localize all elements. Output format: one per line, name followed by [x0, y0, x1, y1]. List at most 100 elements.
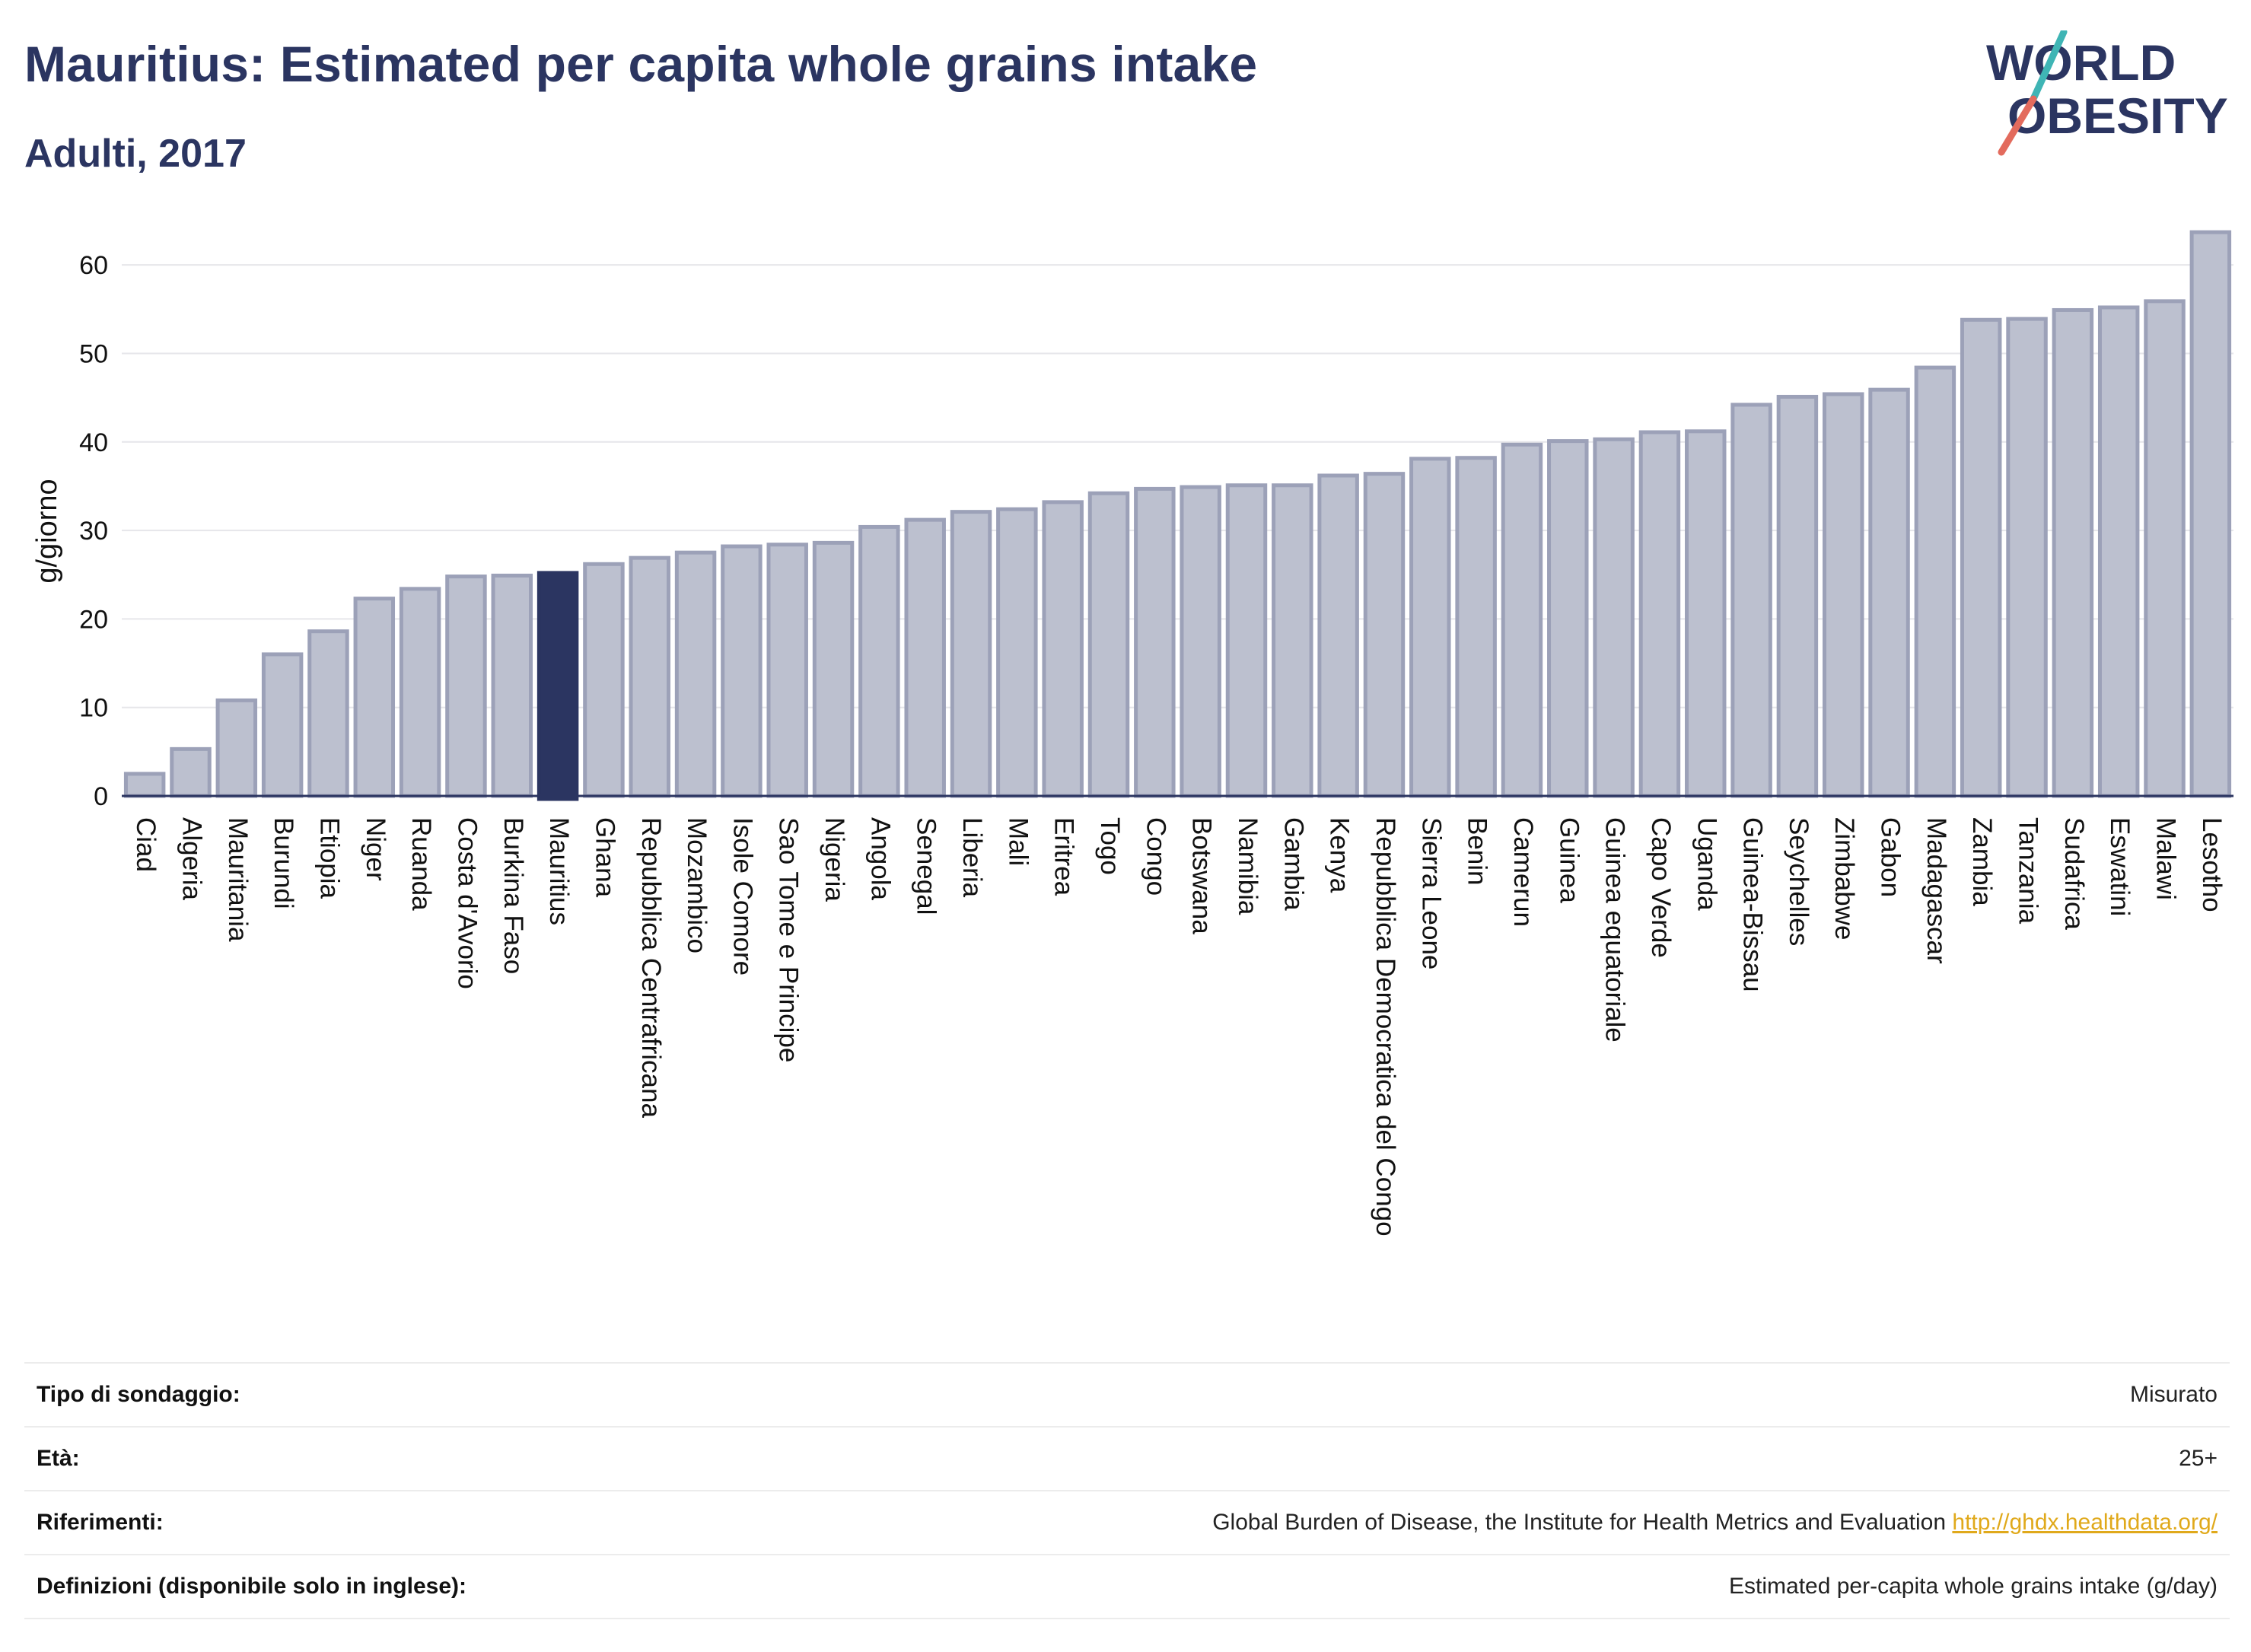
x-tick-label: Sierra Leone [1416, 817, 1446, 969]
x-tick-label: Congo [1141, 817, 1170, 896]
bar[interactable] [1225, 483, 1268, 798]
bar[interactable] [904, 517, 946, 798]
bar[interactable] [2097, 305, 2140, 798]
y-tick-label: 30 [79, 517, 108, 546]
bar[interactable] [721, 544, 763, 798]
x-tick-label: Mauritius [544, 817, 574, 925]
x-tick-label: Burkina Faso [498, 817, 528, 974]
bar[interactable] [812, 540, 855, 798]
bar[interactable] [1868, 387, 1910, 798]
x-tick-label: Tanzania [2014, 817, 2043, 925]
bar[interactable] [766, 543, 808, 798]
bar-chart: 0 10 20 30 40 50 60 Ciad Algeria Mauritania Burun… [31, 230, 2233, 1237]
logo-text-obesity: OBESITY [2007, 88, 2228, 144]
bar[interactable] [583, 562, 625, 798]
x-tick-label: Benin [1463, 817, 1492, 886]
y-tick-label: 20 [79, 605, 108, 634]
info-row-age: Età: 25+ [24, 1426, 2230, 1490]
bar[interactable] [307, 629, 349, 798]
x-tick-label: Uganda [1692, 817, 1721, 911]
x-tick-label: Sudafrica [2059, 817, 2089, 930]
info-label: Età: [37, 1446, 80, 1471]
x-tick-label: Camerun [1508, 817, 1538, 927]
x-tick-label: Sao Tome e Principe [774, 817, 804, 1062]
y-tick-label: 0 [94, 782, 108, 811]
bar[interactable] [1685, 429, 1727, 798]
bar[interactable] [215, 698, 258, 798]
bar[interactable] [1134, 486, 1176, 798]
bar[interactable] [1409, 457, 1451, 798]
bar[interactable] [674, 550, 717, 798]
bar[interactable] [1730, 403, 1772, 798]
bar[interactable] [491, 573, 533, 798]
bar[interactable] [1593, 437, 1635, 798]
x-tick-label: Madagascar [1921, 817, 1951, 964]
bar[interactable] [2006, 317, 2048, 798]
x-tick-label: Ghana [590, 817, 619, 898]
info-table: Tipo di sondaggio: Misurato Età: 25+ Rif… [24, 1362, 2230, 1619]
bar-highlighted[interactable] [536, 571, 579, 801]
bar[interactable] [170, 746, 212, 798]
bar[interactable] [1317, 473, 1359, 798]
x-tick-label: Malawi [2151, 817, 2181, 900]
bar[interactable] [1960, 317, 2002, 798]
x-tick-label: Mozambico [682, 817, 712, 953]
bar[interactable] [1363, 472, 1406, 798]
x-tick-label: Guinea [1554, 817, 1584, 903]
bar[interactable] [1455, 456, 1497, 798]
x-tick-label: Mauritania [223, 817, 253, 942]
bar[interactable] [1776, 394, 1819, 798]
bar[interactable] [261, 652, 304, 798]
bar[interactable] [1501, 442, 1543, 798]
bar[interactable] [1822, 392, 1864, 798]
x-tick-label: Liberia [957, 817, 987, 898]
x-tick-label: Ciad [131, 817, 161, 872]
logo-text-world: WORLD [1986, 34, 2176, 91]
info-value: Estimated per-capita whole grains intake… [1729, 1574, 2218, 1599]
y-tick-label: 40 [79, 428, 108, 457]
x-tick-label: Burundi [269, 817, 298, 909]
info-row-definitions: Definizioni (disponibile solo in inglese… [24, 1554, 2230, 1619]
bar[interactable] [1087, 491, 1130, 798]
bar[interactable] [629, 555, 670, 798]
chart-title: Mauritius: Estimated per capita whole gr… [24, 36, 1258, 92]
x-tick-label: Zimbabwe [1829, 817, 1859, 940]
x-tick-label: Ruanda [406, 817, 436, 911]
world-obesity-logo[interactable]: WORLD OBESITY [1979, 30, 2237, 160]
bar[interactable] [950, 510, 992, 798]
bar[interactable] [858, 524, 900, 798]
x-tick-label: Eritrea [1049, 817, 1079, 896]
bar[interactable] [1638, 430, 1681, 798]
y-tick-label: 50 [79, 339, 108, 368]
bar[interactable] [1180, 485, 1221, 798]
info-row-references: Riferimenti: Global Burden of Disease, t… [24, 1490, 2230, 1554]
info-value-references: Global Burden of Disease, the Institute … [1212, 1510, 2230, 1536]
x-tick-label: Eswatini [2105, 817, 2135, 916]
bar[interactable] [2189, 230, 2232, 798]
bar[interactable] [1914, 365, 1956, 798]
x-tick-label: Senegal [912, 817, 941, 915]
bar[interactable] [399, 587, 441, 798]
bars [123, 230, 2232, 801]
bar[interactable] [2052, 307, 2094, 798]
y-axis-ticks: 0 10 20 30 40 50 60 [79, 251, 108, 811]
bar[interactable] [353, 597, 396, 798]
bar[interactable] [123, 772, 166, 798]
bar[interactable] [996, 507, 1038, 798]
reference-link[interactable]: http://ghdx.healthdata.org/ [1952, 1510, 2218, 1535]
x-tick-label: Guinea-Bissau [1738, 817, 1768, 992]
bar[interactable] [1042, 500, 1084, 798]
info-label: Riferimenti: [37, 1510, 164, 1535]
bar[interactable] [445, 575, 487, 798]
y-axis-label: g/giorno [31, 479, 63, 583]
chart-subtitle: Adulti, 2017 [24, 132, 247, 176]
bar[interactable] [2144, 299, 2186, 798]
x-tick-label: Mali [1003, 817, 1033, 866]
x-tick-label: Etiopia [314, 817, 344, 899]
x-tick-label: Lesotho [2197, 817, 2227, 912]
bar[interactable] [1547, 439, 1589, 798]
logo-slash-teal [2030, 30, 2068, 103]
x-tick-label: Repubblica Democratica del Congo [1371, 817, 1400, 1237]
x-tick-label: Guinea equatoriale [1600, 817, 1630, 1042]
bar[interactable] [1272, 483, 1313, 798]
